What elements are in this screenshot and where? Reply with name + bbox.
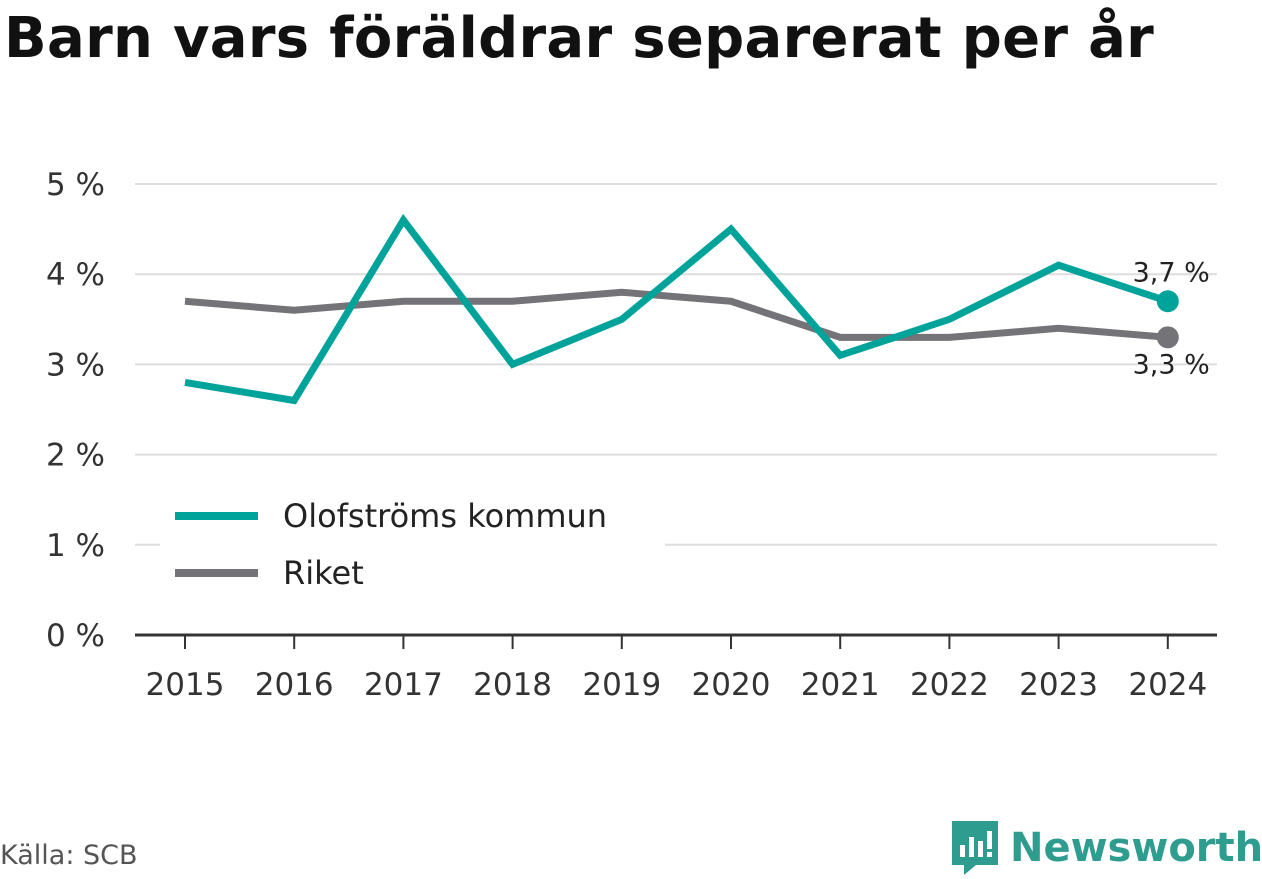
y-tick-label: 4 % <box>46 257 105 293</box>
x-tick-label: 2024 <box>1128 667 1207 703</box>
newsworthy-logo-icon <box>952 821 998 875</box>
x-tick-label: 2021 <box>801 667 880 703</box>
line-chart: 0 %1 %2 %3 %4 %5 % 2015 2016 2017 2018 2019 2… <box>46 167 1217 703</box>
x-tick-label: 2018 <box>473 667 552 703</box>
x-tick-label: 2022 <box>910 667 989 703</box>
brand-name: Newsworthy <box>1010 825 1262 871</box>
series-line-riket <box>184 288 1169 341</box>
end-point-olofstrom <box>1156 290 1179 313</box>
series-lines: 3,7 % 3,3 % <box>184 213 1210 405</box>
x-axis: 2015 2016 2017 2018 2019 2020 2021 2022 2023 2024 <box>135 633 1217 703</box>
x-tick-label: 2016 <box>255 667 334 703</box>
series-line-olofstrom <box>184 213 1169 405</box>
x-tick-label: 2019 <box>582 667 661 703</box>
x-tick-label: 2023 <box>1019 667 1098 703</box>
y-tick-label: 0 % <box>46 618 105 654</box>
brand-logo: Newsworthy <box>950 818 1262 878</box>
source-note: Källa: SCB <box>0 840 138 871</box>
legend: Olofströms kommun Riket <box>160 490 665 592</box>
end-point-riket <box>1156 326 1179 349</box>
legend-label: Riket <box>283 554 364 592</box>
x-tick-label: 2015 <box>146 667 225 703</box>
end-label-olofstrom: 3,7 % <box>1133 257 1210 288</box>
chart-title: Barn vars föräldrar separerat per år <box>4 6 1155 71</box>
end-label-riket: 3,3 % <box>1133 349 1210 380</box>
x-tick-label: 2020 <box>692 667 771 703</box>
x-tick-label: 2017 <box>364 667 443 703</box>
y-tick-label: 1 % <box>46 528 105 564</box>
y-axis-ticks: 0 % 1 % 2 % 3 % 4 % 5 % <box>46 167 105 654</box>
y-tick-label: 3 % <box>46 347 105 383</box>
y-tick-label: 5 % <box>46 167 105 203</box>
y-tick-label: 2 % <box>46 438 105 474</box>
legend-label: Olofströms kommun <box>283 497 607 535</box>
